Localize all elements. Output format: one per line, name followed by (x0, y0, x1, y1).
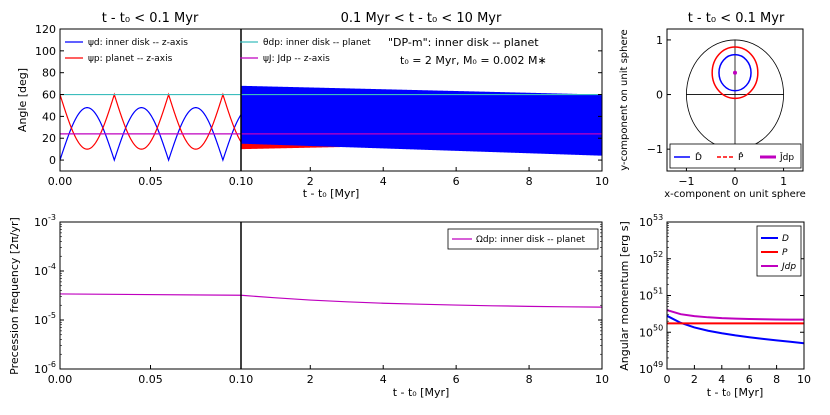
momentum-xtick-label: 0 (664, 373, 671, 386)
angle-xtick-label-right: 2 (307, 175, 314, 188)
angle-chart-xlabel: t - t₀ [Myr] (303, 187, 360, 200)
precession-xtick-label-right: 4 (380, 373, 387, 386)
unit-sphere-ylabel: y-component on unit sphere (619, 29, 630, 170)
legend-label-psi-p: ψp: planet -- z-axis (88, 54, 173, 64)
angle-chart-annotation-line1: "DP-m": inner disk -- planet (388, 36, 539, 49)
sphere-xtick-label: −1 (678, 175, 694, 188)
psi-p-early-line (60, 92, 242, 150)
angle-chart-frame (59, 28, 603, 172)
precession-chart: 10-610-510-410 -30.00 0.05 0.10 2 4 6 8 10 Prece… (8, 213, 609, 399)
angle-xtick-label-left: 0.10 (229, 175, 254, 188)
precession-ytick-label: 10 (34, 216, 48, 229)
psi-d-late-band (240, 85, 602, 156)
legend-label-d-hat: D̂ (695, 151, 702, 163)
angle-ytick-label: 20 (42, 132, 56, 145)
sphere-ytick-label: 0 (656, 89, 663, 102)
angle-chart-annotation-line2: t₀ = 2 Myr, M₀ = 0.002 M∗ (400, 54, 547, 67)
angle-ytick-label: 100 (35, 45, 56, 58)
precession-chart-frame (59, 221, 603, 370)
legend-label-psi-j: ψJ: Jdp -- z-axis (263, 54, 330, 64)
legend-label-d: D (782, 234, 789, 244)
precession-xtick-label-right: 2 (307, 373, 314, 386)
momentum-ytick-label: 10 (639, 290, 653, 303)
momentum-ytick-exponent: 49 (653, 360, 663, 369)
momentum-xtick-label: 2 (691, 373, 698, 386)
angle-xtick-label-right: 6 (453, 175, 460, 188)
legend-label-j-hat: Ĵdp (779, 152, 794, 163)
angle-ytick-label: 120 (35, 23, 56, 36)
precession-ytick-label: 10 (34, 363, 48, 376)
precession-xtick-label-left: 0.05 (138, 373, 163, 386)
d-line (667, 314, 804, 345)
legend-label-psi-d: ψd: inner disk -- z-axis (88, 38, 188, 48)
momentum-ytick-exponent: 52 (653, 250, 663, 259)
precession-chart-legend: Ωdp: inner disk -- planet (447, 228, 599, 250)
momentum-ytick-exponent: 51 (653, 287, 663, 296)
angular-momentum-legend: D P Jdp (756, 225, 802, 277)
momentum-ytick-label: 10 (639, 363, 653, 376)
jdp-line (667, 309, 804, 321)
momentum-ytick-exponent: 53 (653, 213, 663, 222)
momentum-xtick-label: 6 (746, 373, 753, 386)
momentum-ytick-label: 10 (639, 326, 653, 339)
momentum-ytick-label: 10 (639, 253, 653, 266)
momentum-ytick-exponent: 50 (653, 323, 663, 332)
angle-ytick-label: 60 (42, 89, 56, 102)
sphere-xtick-label: 0 (732, 175, 739, 188)
legend-label-p-hat: P̂ (738, 151, 744, 163)
precession-xtick-label-right: 6 (453, 373, 460, 386)
precession-ytick-exponent: -6 (48, 360, 56, 369)
momentum-xtick-label: 8 (773, 373, 780, 386)
d-hat-circle (718, 53, 752, 92)
angle-xtick-label-left: 0.05 (138, 175, 163, 188)
unit-sphere-xlabel: x-component on unit sphere (664, 189, 806, 200)
precession-xtick-label-left: 0.00 (48, 373, 73, 386)
angle-xtick-label-left: 0.00 (48, 175, 73, 188)
sphere-xtick-label: 1 (780, 175, 787, 188)
precession-ytick-label: 10 (34, 314, 48, 327)
j-dp-point (733, 70, 737, 75)
angle-ytick-label: 40 (42, 110, 56, 123)
unit-sphere-title: t - t₀ < 0.1 Myr (688, 11, 785, 26)
legend-label-omega-dp: Ωdp: inner disk -- planet (476, 235, 586, 245)
momentum-xtick-label: 10 (797, 373, 811, 386)
angle-ytick-label: 0 (49, 154, 56, 167)
angle-xtick-label-right: 8 (526, 175, 533, 188)
angle-chart: t - t₀ < 0.1 Myr 0.1 Myr < t - t₀ < 10 M… (16, 11, 609, 200)
p-hat-circle (711, 46, 759, 100)
precession-xtick-label-right: 8 (526, 373, 533, 386)
precession-xtick-label-left: 0.10 (229, 373, 254, 386)
angle-chart-title-right: 0.1 Myr < t - t₀ < 10 Myr (341, 11, 502, 26)
angle-xtick-label-right: 4 (380, 175, 387, 188)
angle-chart-ylabel: Angle [deg] (16, 68, 29, 132)
legend-label-theta-dp: θdp: inner disk -- planet (263, 38, 371, 48)
angular-momentum-xlabel: t - t₀ [Myr] (707, 386, 764, 399)
momentum-xtick-label: 4 (718, 373, 725, 386)
angular-momentum-ylabel: Angular momentum [erg s] (618, 221, 631, 371)
psi-d-early-line (60, 107, 242, 163)
angle-chart-title-left: t - t₀ < 0.1 Myr (102, 11, 199, 26)
precession-ytick-label: 10 (34, 265, 48, 278)
precession-ytick-exponent: -3 (48, 213, 56, 222)
momentum-ytick-label: 10 (639, 216, 653, 229)
unit-sphere-chart: t - t₀ < 0.1 Myr −1 0 1 −1 0 1 y-component on… (619, 11, 806, 200)
precession-ytick-exponent: -5 (48, 311, 56, 320)
precession-xtick-label-right: 10 (595, 373, 609, 386)
precession-chart-xlabel: t - t₀ [Myr] (393, 386, 450, 399)
precession-chart-ylabel: Precession frequency [2π/yr] (8, 217, 21, 375)
angle-chart-legend: ψd: inner disk -- z-axis ψp: planet -- z… (65, 38, 371, 64)
angle-xtick-label-right: 10 (595, 175, 609, 188)
sphere-ytick-label: −1 (647, 143, 663, 156)
sphere-ytick-label: 1 (656, 34, 663, 47)
angle-ytick-label: 80 (42, 67, 56, 80)
legend-label-jdp: Jdp (780, 262, 796, 272)
legend-label-p: P (782, 248, 788, 258)
unit-sphere-legend: D̂ P̂ Ĵdp (669, 143, 802, 169)
precession-ytick-exponent: -4 (48, 262, 56, 271)
omega-dp-line (60, 293, 602, 308)
